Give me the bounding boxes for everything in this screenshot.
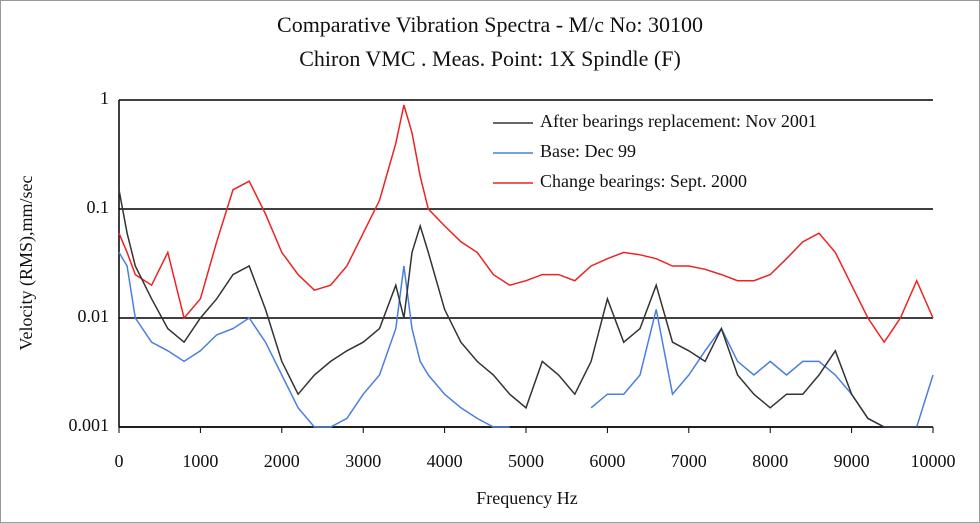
x-tick-label: 0 — [115, 451, 124, 471]
x-tick-label: 9000 — [834, 451, 870, 471]
x-tick-label: 4000 — [427, 451, 463, 471]
x-tick-label: 10000 — [911, 451, 956, 471]
legend-label: After bearings replacement: Nov 2001 — [540, 111, 817, 131]
x-tick-label: 8000 — [752, 451, 788, 471]
x-tick-label: 5000 — [508, 451, 544, 471]
series-line — [118, 189, 933, 428]
x-tick-label: 3000 — [345, 451, 381, 471]
y-tick-label: 0.1 — [87, 197, 110, 217]
x-tick-label: 1000 — [182, 451, 218, 471]
x-tick-label: 7000 — [671, 451, 707, 471]
chart-title: Comparative Vibration Spectra - M/c No: … — [277, 12, 703, 37]
x-tick-label: 6000 — [589, 451, 625, 471]
y-tick-label: 0.01 — [78, 306, 110, 326]
legend-label: Base: Dec 99 — [540, 141, 636, 161]
y-axis-label: Velocity (RMS),mm/sec — [16, 176, 37, 351]
x-axis-label: Frequency Hz — [476, 488, 577, 508]
x-tick-label: 2000 — [264, 451, 300, 471]
chart-subtitle: Chiron VMC . Meas. Point: 1X Spindle (F) — [299, 46, 681, 71]
y-tick-label: 0.001 — [69, 415, 110, 435]
series-line — [118, 104, 934, 344]
legend-label: Change bearings: Sept. 2000 — [540, 171, 747, 191]
y-tick-label: 1 — [100, 88, 109, 108]
